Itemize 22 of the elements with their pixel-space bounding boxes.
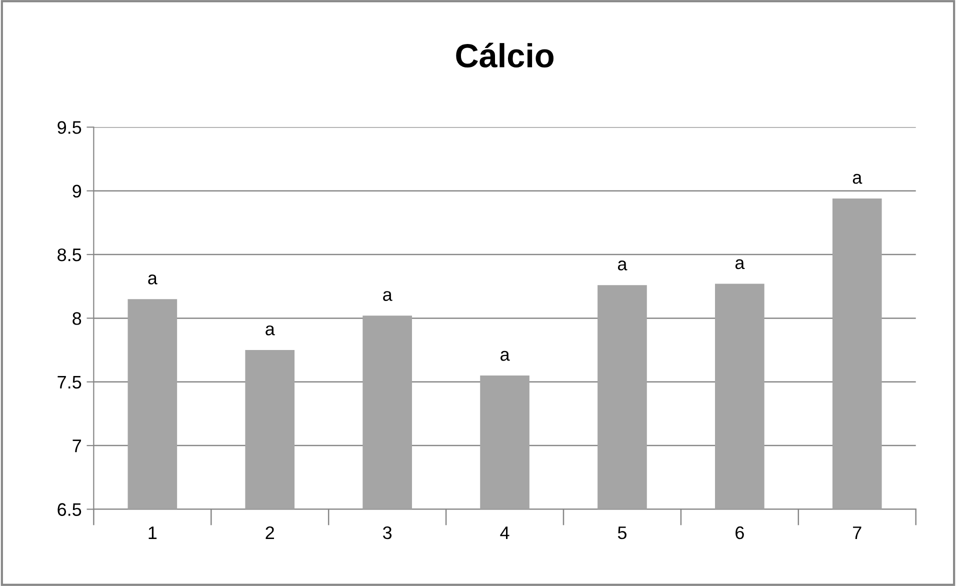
data-label: a — [383, 291, 392, 301]
x-tick-label: 7 — [853, 526, 862, 539]
y-tick-label: 8 — [72, 312, 82, 325]
y-tick-label: 7.5 — [58, 376, 82, 389]
data-label: a — [500, 350, 510, 361]
y-tick-label: 9 — [72, 184, 82, 198]
x-tick-label: 3 — [382, 526, 392, 540]
data-label: a — [618, 260, 628, 270]
y-tick-label: 6.5 — [58, 503, 82, 516]
x-tick-label: 2 — [266, 526, 274, 539]
x-tick-label: 1 — [148, 526, 157, 539]
x-tick-label: 6 — [736, 526, 744, 540]
y-tick-label: 8.5 — [58, 248, 82, 262]
data-label: a — [852, 174, 862, 184]
data-label: a — [266, 325, 275, 336]
x-tick-label: 4 — [500, 526, 510, 539]
data-label: a — [735, 259, 745, 270]
y-tick-label: 7 — [72, 440, 81, 452]
y-tick-label: 9.5 — [58, 121, 82, 134]
x-tick-label: 5 — [618, 526, 626, 540]
chart-title: Cálcio — [456, 42, 554, 68]
data-label: a — [148, 274, 158, 284]
